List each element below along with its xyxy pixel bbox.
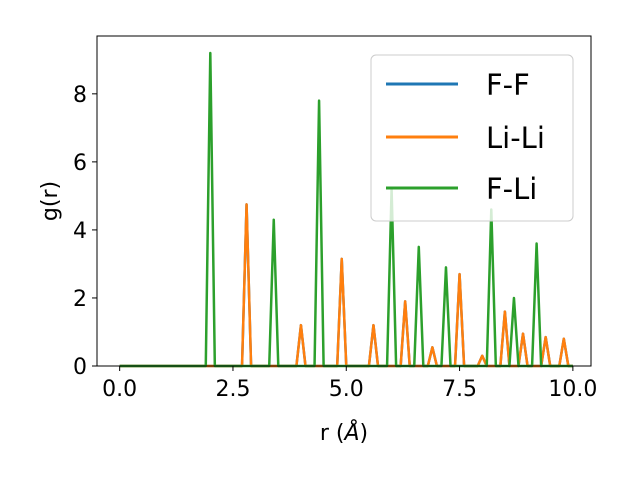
plot-frame	[96, 35, 592, 367]
y-tick-label: 8	[73, 83, 87, 108]
y-tick-label: 6	[73, 151, 87, 176]
series-line-li-li	[119, 203, 573, 368]
x-axis-label: r (Å)	[320, 419, 368, 446]
x-tick-label: 5.0	[329, 377, 364, 402]
y-tick-label: 4	[73, 219, 87, 244]
legend-label-li-li: Li-Li	[486, 121, 545, 155]
legend-box	[370, 54, 574, 222]
legend: F-F Li-Li F-Li	[370, 54, 574, 222]
legend-label-f-li: F-Li	[486, 172, 537, 206]
x-tick-label: 0.0	[102, 377, 137, 402]
y-tick-label: 2	[73, 287, 87, 312]
y-axis-label: g(r)	[38, 181, 63, 221]
y-axis: 0 2 4 6 8	[73, 83, 97, 380]
x-axis-label-unit: Å	[342, 419, 359, 446]
x-axis: 0.0 2.5 5.0 7.5 10.0	[102, 366, 597, 402]
y-tick-label: 0	[73, 355, 87, 380]
x-axis-label-close: )	[360, 421, 369, 446]
legend-label-f-f: F-F	[486, 68, 530, 102]
x-axis-label-main: r (	[320, 421, 345, 446]
x-tick-label: 2.5	[215, 377, 250, 402]
series-line-f-li	[119, 51, 573, 368]
x-tick-label: 10.0	[548, 377, 597, 402]
x-tick-label: 7.5	[442, 377, 477, 402]
